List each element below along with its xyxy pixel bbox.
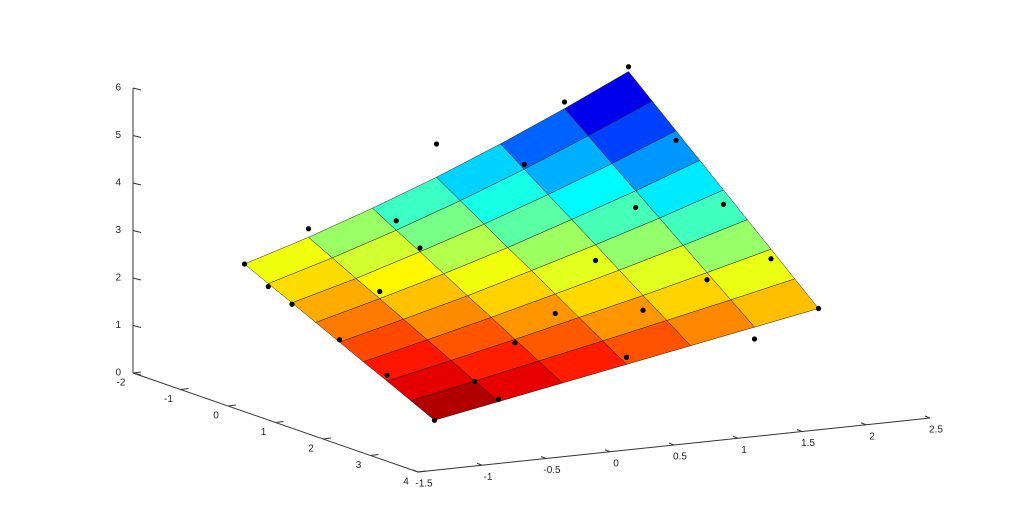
data-point	[265, 283, 271, 290]
data-point	[623, 354, 630, 360]
z-tick-label: 6	[115, 83, 121, 94]
x-tick	[668, 442, 675, 446]
x-tick	[796, 429, 803, 432]
y-tick	[227, 404, 237, 407]
x-tick-label: 2	[869, 431, 875, 442]
data-point	[561, 99, 568, 105]
z-tick-label: 1	[115, 320, 121, 331]
y-tick-label: 4	[403, 477, 409, 488]
z-tick	[132, 372, 142, 376]
z-tick-label: 2	[115, 273, 121, 284]
data-point	[640, 307, 646, 313]
data-point	[384, 372, 390, 378]
z-tick-label: 4	[115, 178, 121, 189]
data-point	[417, 245, 423, 251]
data-point	[512, 340, 518, 346]
z-tick	[132, 230, 142, 233]
z-tick	[132, 135, 142, 138]
y-tick-label: 2	[308, 444, 314, 455]
y-tick	[322, 437, 332, 440]
data-point	[552, 310, 558, 317]
y-tick	[180, 388, 189, 390]
z-tick-label: 0	[115, 368, 121, 379]
y-tick	[370, 454, 379, 456]
data-point	[673, 137, 679, 143]
data-point	[704, 277, 710, 283]
data-point	[751, 336, 758, 342]
y-tick	[275, 421, 284, 423]
axes: -1.5 -1 -0.5 0 0.5 1 1.5 2 2.5 -2 -1 0 1 2 3 4 0 1 2 3 4 5 6	[115, 83, 943, 490]
surface	[244, 71, 819, 421]
data-point	[305, 226, 312, 232]
z-tick-label: 5	[115, 130, 121, 141]
data-point	[431, 417, 438, 423]
data-point	[433, 141, 440, 147]
x-tick-label: -1.5	[415, 479, 433, 490]
data-point	[472, 378, 478, 385]
data-point	[815, 305, 822, 312]
data-point	[336, 337, 343, 343]
y-tick-label: -2	[117, 378, 126, 389]
x-tick-label: -1	[484, 472, 493, 483]
data-point	[720, 201, 727, 207]
x-tick-label: 1.5	[801, 438, 815, 449]
data-point	[241, 261, 248, 267]
x-tick-label: 0.5	[673, 452, 687, 463]
x-tick	[476, 462, 483, 466]
y-tick-label: 1	[261, 427, 267, 438]
x-tick	[604, 449, 611, 453]
data-point	[495, 396, 502, 402]
x-tick-label: 1	[741, 445, 747, 456]
data-point	[393, 218, 399, 224]
data-point	[377, 288, 383, 295]
data-point	[521, 161, 527, 168]
data-point	[289, 301, 295, 307]
x-tick	[924, 415, 931, 419]
x-tick	[540, 456, 547, 459]
y-tick	[417, 470, 427, 473]
x-tick-label: 2.5	[929, 425, 943, 436]
x-tick-label: 0	[613, 458, 619, 469]
data-point	[625, 64, 632, 70]
y-tick-label: 0	[213, 411, 219, 422]
data-point	[768, 256, 774, 262]
y-tick-label: -1	[164, 394, 173, 405]
z-tick	[132, 325, 142, 328]
data-point	[592, 257, 599, 264]
x-tick	[732, 435, 739, 439]
x-tick-label: -0.5	[543, 465, 561, 476]
z-tick	[132, 182, 142, 186]
z-tick	[132, 277, 142, 281]
z-tick	[132, 87, 142, 91]
x-tick	[860, 422, 867, 426]
points	[241, 64, 822, 423]
x-tick	[412, 469, 419, 473]
y-tick-label: 3	[356, 460, 362, 471]
data-point	[633, 204, 639, 211]
z-tick-label: 3	[115, 225, 121, 236]
